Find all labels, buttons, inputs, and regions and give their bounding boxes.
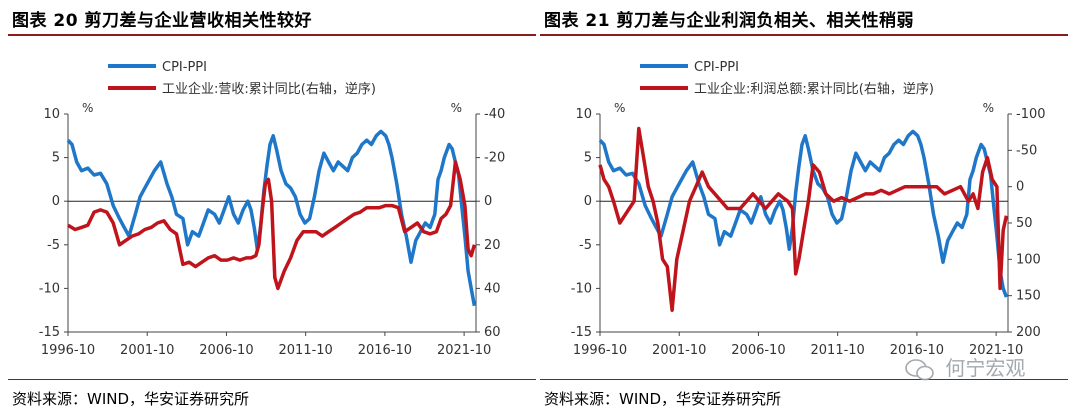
series-line-industrial [598,126,1009,312]
left-tick-label: -5 [47,238,60,253]
chart-title: 图表 21 剪刀差与企业利润负相关、相关性稍弱 [544,11,914,31]
legend-label-industrial: 工业企业:营收:累计同比(右轴，逆序) [162,81,376,97]
x-tick-label: 2016-10 [890,343,944,358]
source-note: 资料来源：WIND，华安证券研究所 [12,390,250,408]
right-tick-label: 40 [484,281,501,296]
chart-panel-right: 图表 21 剪刀差与企业利润负相关、相关性稍弱 CPI-PPI 工业企业:利润总额… [540,0,1072,413]
left-tick-label: 0 [584,194,592,209]
left-tick-label: 5 [52,151,60,166]
x-tick-label: 1996-10 [573,343,627,358]
x-tick-label: 2006-10 [731,343,785,358]
left-tick-label: -10 [39,281,60,296]
series-line-industrial [67,160,477,291]
wechat-icon [905,358,934,380]
watermark-text: 何宁宏观 [945,356,1026,380]
right-axis-unit: % [451,101,462,115]
source-note: 资料来源：WIND，华安证券研究所 [544,390,782,408]
right-tick-label: -20 [484,151,505,166]
legend-label-cpi-ppi: CPI-PPI [162,60,207,75]
right-tick-label: 20 [484,238,501,253]
title-rule [8,34,536,36]
line-chart-revenue: CPI-PPI 工业企业:营收:累计同比(右轴，逆序)% % -15 -10 -5 0 5 10… [39,60,505,358]
series-line-cpi-ppi [598,129,1009,298]
x-tick-label: 2021-10 [969,343,1023,358]
right-tick-label: 0 [1016,180,1024,195]
x-tick-label: 2016-10 [358,343,412,358]
right-tick-label: 0 [484,194,492,209]
x-tick-label: 1996-10 [41,343,95,358]
legend-label-cpi-ppi: CPI-PPI [694,60,739,75]
left-tick-label: 0 [52,194,60,209]
title-rule [540,34,1068,36]
left-tick-label: 5 [584,151,592,166]
x-tick-label: 2021-10 [437,343,491,358]
right-tick-label: 60 [484,325,501,340]
right-tick-label: 150 [1016,289,1041,304]
left-axis-unit: % [82,101,93,115]
x-tick-label: 2006-10 [199,343,253,358]
x-tick-label: 2011-10 [811,343,865,358]
x-tick-label: 2011-10 [279,343,333,358]
right-tick-label: 50 [1016,216,1033,231]
chart-area: CPI-PPI 工业企业:营收:累计同比(右轴，逆序)%% -15 -10 -5 0 5 10… [8,40,540,370]
legend: CPI-PPI 工业企业:营收:累计同比(右轴，逆序) [108,60,376,97]
legend: CPI-PPI 工业企业:利润总额:累计同比(右轴，逆序) [640,60,934,97]
footer-rule [540,379,1068,380]
right-tick-label: -50 [1016,143,1037,158]
right-axis-unit: % [983,101,994,115]
watermark: 何宁宏观 [905,352,1025,382]
left-tick-label: 10 [43,107,60,122]
left-tick-label: -15 [39,325,60,340]
chart-title: 图表 20 剪刀差与企业营收相关性较好 [12,11,312,31]
chart-panel-left: 图表 20 剪刀差与企业营收相关性较好 CPI-PPI 工业企业:营收:累计同比(… [8,0,540,413]
right-tick-label: -100 [1016,107,1046,122]
left-tick-label: -5 [579,238,592,253]
left-tick-label: -10 [571,281,592,296]
x-tick-label: 2001-10 [120,343,174,358]
x-tick-label: 2001-10 [652,343,706,358]
left-tick-label: -15 [571,325,592,340]
chart-area: CPI-PPI 工业企业:利润总额:累计同比(右轴，逆序)%% -15 -10 -5 0 5… [540,40,1072,370]
left-axis-unit: % [614,101,625,115]
legend-label-industrial: 工业企业:利润总额:累计同比(右轴，逆序) [694,81,934,97]
right-tick-label: 200 [1016,325,1041,340]
right-tick-label: 100 [1016,252,1041,267]
left-tick-label: 10 [575,107,592,122]
right-tick-label: -40 [484,107,505,122]
footer-rule [8,379,536,380]
